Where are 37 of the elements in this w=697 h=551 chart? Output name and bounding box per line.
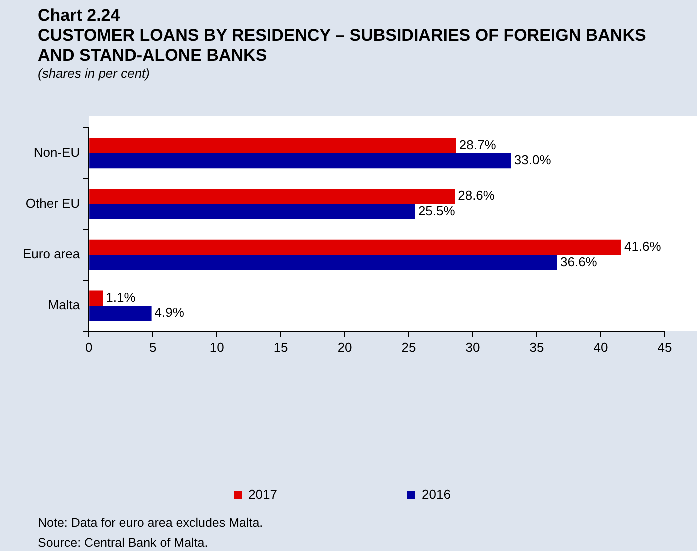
x-tick-label: 10: [210, 340, 224, 355]
bar: [90, 189, 456, 204]
bar: [90, 153, 512, 169]
bar: [90, 204, 416, 220]
legend-label: 2017: [248, 487, 278, 502]
data-label: 4.9%: [154, 305, 185, 320]
data-label: 36.6%: [560, 254, 598, 270]
bar: [90, 138, 456, 154]
chart-subtitle: CUSTOMER LOANS BY RESIDENCY – SUBSIDIARIES OF FOREIGN BANKS AND STAND-ALONE BANKS: [38, 26, 648, 66]
data-label: 33.0%: [514, 152, 552, 168]
x-tick-label: 40: [594, 340, 608, 355]
x-axis-title: (shares in per cent): [38, 66, 150, 81]
y-tick-label: Non-EU: [34, 145, 80, 160]
source-note: Source: Central Bank of Malta.: [38, 536, 208, 550]
data-label: 25.5%: [418, 203, 456, 218]
y-tick-label: Euro area: [22, 246, 81, 262]
bar: [90, 306, 152, 322]
x-tick-label: 20: [338, 340, 352, 355]
bar: [90, 255, 558, 270]
x-tick-label: 30: [466, 340, 480, 355]
data-label: 1.1%: [106, 290, 136, 305]
text: Note: Data for euro area excludes Malta.: [38, 516, 264, 530]
x-tick-label: 15: [274, 340, 288, 355]
bar: [90, 290, 104, 306]
bar: [90, 240, 622, 256]
data-label: 28.6%: [458, 188, 496, 204]
y-tick-label: Malta: [48, 298, 81, 313]
x-tick-label: 5: [149, 340, 157, 355]
legend-label: 2016: [422, 487, 451, 502]
data-label: 28.7%: [459, 137, 497, 152]
y-tick-label: Other EU: [26, 196, 80, 211]
data-label: 41.6%: [624, 239, 662, 254]
x-tick-label: 45: [658, 340, 672, 355]
x-tick-label: 35: [530, 340, 544, 355]
chart-title: Chart 2.24: [38, 6, 120, 26]
x-tick-label: 25: [402, 340, 416, 355]
x-tick-label: 0: [85, 340, 93, 355]
